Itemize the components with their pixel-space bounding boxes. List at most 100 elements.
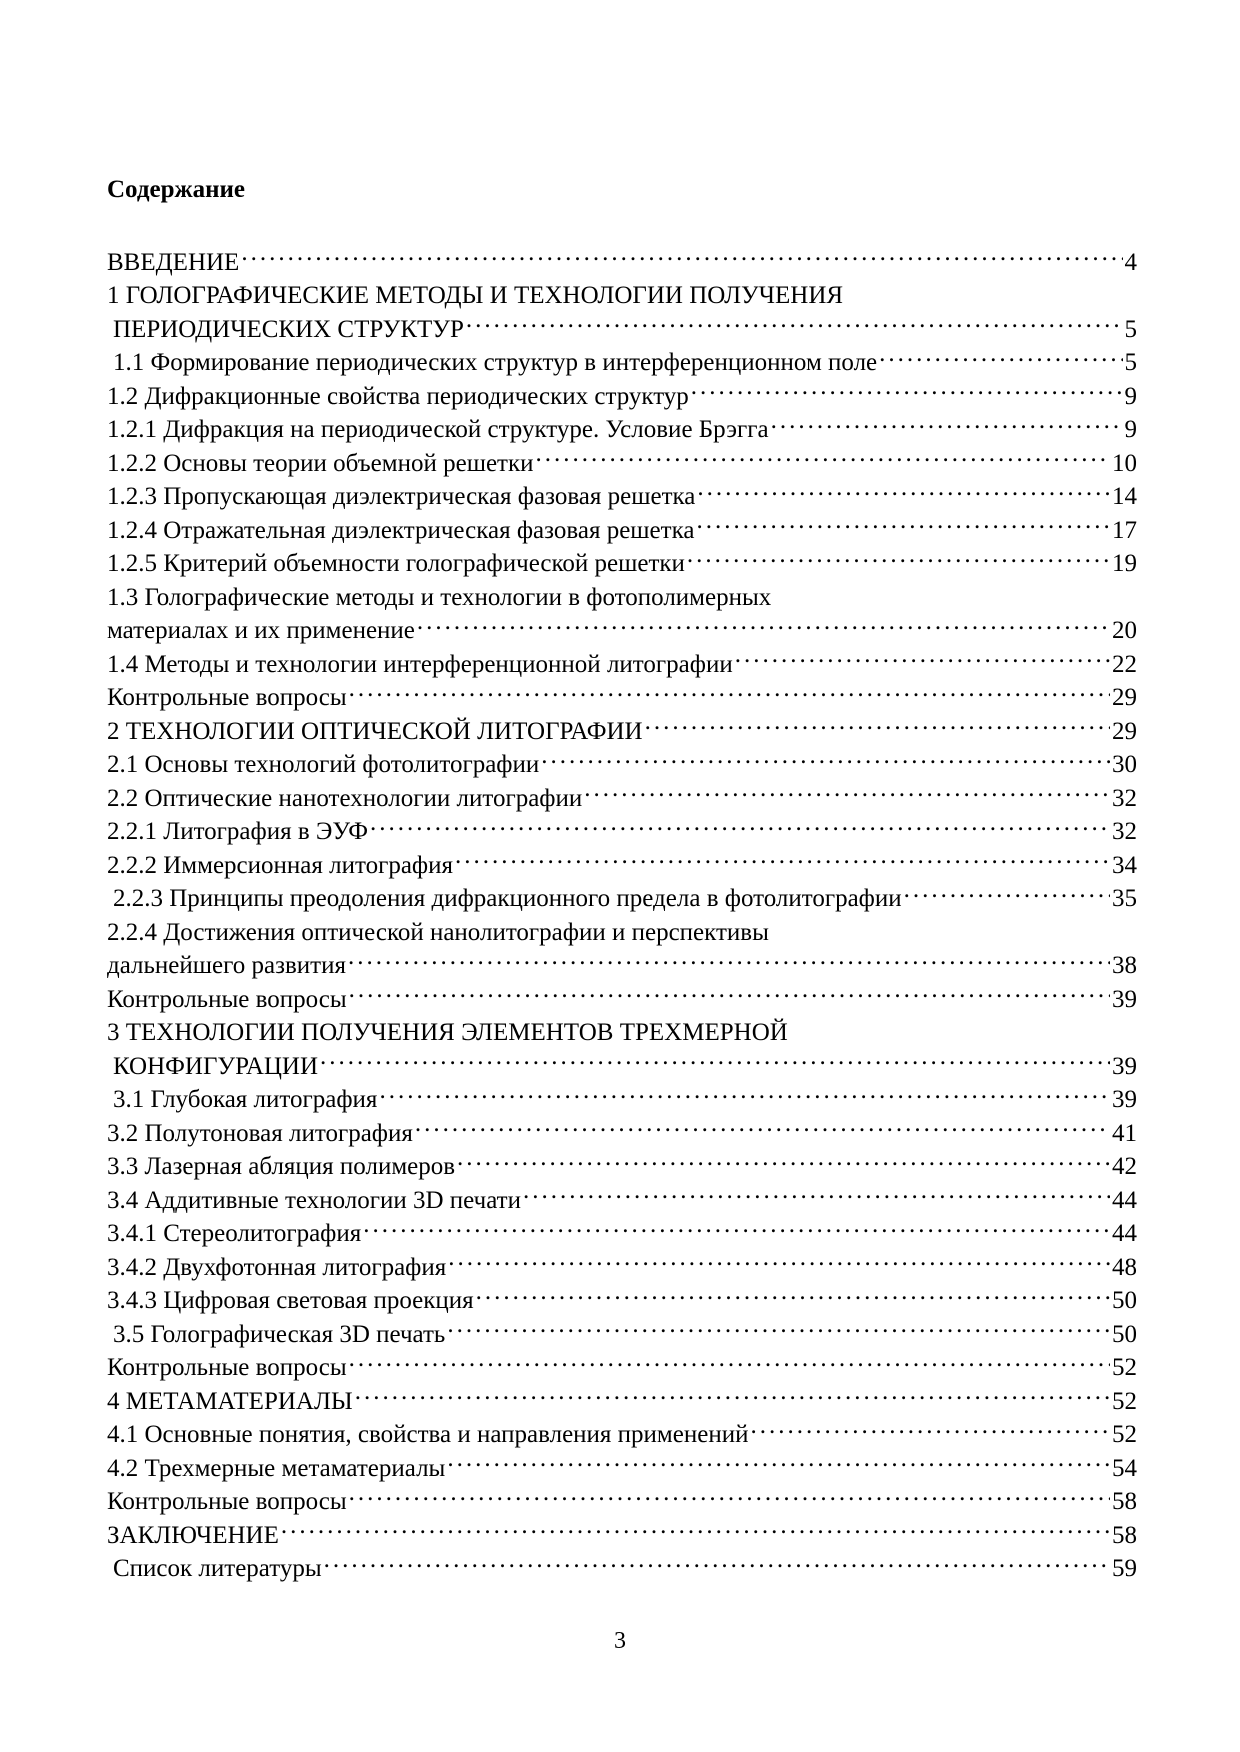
toc-entry-page: 38	[1112, 952, 1137, 979]
toc-entry[interactable]: 3.4.3 Цифровая световая проекция 50	[107, 1275, 1137, 1315]
dot-leader	[318, 1040, 1110, 1074]
dot-leader	[843, 270, 1135, 304]
toc-entry[interactable]: материалах и их применение 20	[107, 605, 1137, 645]
toc-entry[interactable]: 4.1 Основные понятия, свойства и направл…	[107, 1409, 1137, 1449]
toc-entry[interactable]: 3.1 Глубокая литография 39	[107, 1074, 1137, 1114]
toc-entry-page: 17	[1112, 516, 1137, 544]
dot-leader	[582, 772, 1110, 806]
dot-leader	[347, 1342, 1110, 1376]
dot-leader	[539, 739, 1110, 773]
toc-entry[interactable]: 1.2.3 Пропускающая диэлектрическая фазов…	[107, 471, 1137, 511]
toc-entry[interactable]: 2.2.2 Иммерсионная литография 34	[107, 839, 1137, 879]
dot-leader	[694, 504, 1110, 538]
toc-entry-page: 39	[1112, 1086, 1137, 1113]
dot-leader	[877, 337, 1122, 371]
toc-entry[interactable]: 1.4 Методы и технологии интерференционно…	[107, 638, 1137, 678]
toc-entry[interactable]: 3.4.2 Двухфотонная литография 48	[107, 1241, 1137, 1281]
dot-leader	[347, 973, 1110, 1007]
toc-entry[interactable]: 1.1 Формирование периодических структур …	[107, 337, 1137, 377]
toc-entry-title: 1.2.3 Пропускающая диэлектрическая фазов…	[107, 483, 696, 510]
toc-entry[interactable]: Контрольные вопросы58	[107, 1476, 1137, 1516]
toc-entry-page: 32	[1112, 784, 1137, 812]
dot-leader	[445, 1308, 1110, 1342]
toc-entry-title: 2.2.3 Принципы преодоления дифракционног…	[113, 885, 902, 912]
toc-entry[interactable]: 2.2.3 Принципы преодоления дифракционног…	[107, 873, 1137, 913]
toc-entry-page: 52	[1112, 1354, 1137, 1381]
toc-entry[interactable]: ЗАКЛЮЧЕНИЕ 58	[107, 1509, 1137, 1549]
toc-entry[interactable]: 2.1 Основы технологий фотолитографии 30	[107, 739, 1137, 779]
toc-entry-page: 9	[1124, 416, 1138, 443]
toc-entry[interactable]: 3.2 Полутоновая литография 41	[107, 1107, 1137, 1147]
table-of-contents: ВВЕДЕНИЕ 41 ГОЛОГРАФИЧЕСКИЕ МЕТОДЫ И ТЕХН…	[107, 236, 1138, 1583]
toc-entry-page: 29	[1112, 684, 1137, 711]
toc-entry[interactable]: 3.3 Лазерная абляция полимеров 42	[107, 1141, 1137, 1181]
dot-leader	[446, 1241, 1110, 1275]
toc-entry-page: 34	[1112, 851, 1137, 879]
toc-entry-title: 1.2.2 Основы теории объемной решетки	[107, 449, 534, 477]
toc-entry-page: 5	[1124, 349, 1138, 376]
dot-leader	[771, 571, 1135, 605]
toc-entry[interactable]: 1.2.4 Отражательная диэлектрическая фазо…	[107, 504, 1137, 544]
toc-entry[interactable]: 3.4.1 Стереолитография 44	[107, 1208, 1137, 1248]
dot-leader	[239, 236, 1122, 270]
toc-entry-title: 1.2.4 Отражательная диэлектрическая фазо…	[107, 516, 695, 544]
toc-entry-page: 9	[1124, 382, 1138, 410]
toc-entry-page: 42	[1112, 1153, 1137, 1180]
toc-entry-page: 58	[1112, 1521, 1137, 1549]
toc-entry-title: КОНФИГУРАЦИИ	[113, 1052, 319, 1080]
toc-entry[interactable]: Список литературы 59	[107, 1543, 1137, 1583]
toc-entry-title: 2.2.2 Иммерсионная литография	[107, 851, 453, 879]
toc-entry[interactable]: Контрольные вопросы 39	[107, 973, 1137, 1013]
toc-entry[interactable]: Контрольные вопросы 52	[107, 1342, 1137, 1382]
toc-entry[interactable]: 1 ГОЛОГРАФИЧЕСКИЕ МЕТОДЫ И ТЕХНОЛОГИИ ПО…	[107, 270, 1137, 309]
toc-entry[interactable]: ВВЕДЕНИЕ 4	[107, 236, 1137, 276]
toc-entry-title: 3.2 Полутоновая литография	[107, 1119, 413, 1147]
dot-leader	[643, 705, 1110, 739]
toc-heading: Содержание	[107, 176, 246, 203]
dot-leader	[788, 1007, 1135, 1041]
toc-entry-title: Контрольные вопросы	[107, 684, 347, 711]
toc-entry-title: Список литературы	[113, 1555, 322, 1582]
toc-entry[interactable]: КОНФИГУРАЦИИ 39	[107, 1040, 1137, 1080]
dot-leader	[347, 672, 1110, 706]
dot-leader	[464, 303, 1123, 337]
toc-entry-title: 3.1 Глубокая литография	[113, 1086, 378, 1113]
toc-entry-page: 35	[1112, 885, 1137, 912]
toc-entry-title: 3.4.2 Двухфотонная литография	[107, 1253, 447, 1281]
toc-entry-page: 58	[1112, 1488, 1137, 1515]
toc-entry-page: 44	[1112, 1220, 1137, 1247]
toc-entry-page: 5	[1124, 315, 1138, 343]
dot-leader	[353, 1375, 1110, 1409]
toc-entry-page: 39	[1112, 1052, 1137, 1080]
toc-entry-page: 52	[1112, 1387, 1137, 1415]
toc-entry[interactable]: 1.2 Дифракционные свойства периодических…	[107, 370, 1137, 410]
toc-entry-title: 1.2 Дифракционные свойства периодических…	[107, 382, 689, 410]
dot-leader	[453, 839, 1110, 873]
toc-entry-title: 3.4.1 Стереолитография	[107, 1220, 362, 1247]
toc-entry[interactable]: 2.2.1 Литография в ЭУФ 32	[107, 806, 1137, 846]
toc-entry[interactable]: Контрольные вопросы 29	[107, 672, 1137, 712]
dot-leader	[695, 471, 1110, 505]
dot-leader	[415, 605, 1110, 639]
toc-entry-page: 59	[1112, 1555, 1137, 1582]
toc-entry[interactable]: 3.5 Голографическая 3D печать50	[107, 1308, 1137, 1348]
toc-entry-page: 14	[1112, 483, 1137, 510]
toc-entry-title: 3.3 Лазерная абляция полимеров	[107, 1153, 456, 1180]
toc-entry[interactable]: дальнейшего развития 38	[107, 940, 1137, 980]
dot-leader	[733, 638, 1110, 672]
dot-leader	[455, 1141, 1110, 1175]
dot-leader	[347, 1476, 1110, 1510]
toc-entry[interactable]: ПЕРИОДИЧЕСКИХ СТРУКТУР 5	[107, 303, 1137, 343]
dot-leader	[534, 437, 1110, 471]
toc-entry-title: Контрольные вопросы	[107, 985, 347, 1013]
toc-entry[interactable]: 4.2 Трехмерные метаматериалы54	[107, 1442, 1137, 1482]
toc-entry[interactable]: 2.2 Оптические нанотехнологии литографии…	[107, 772, 1137, 812]
toc-entry[interactable]: 1.2.5 Критерий объемности голографическо…	[107, 538, 1137, 578]
toc-entry-page: 54	[1112, 1454, 1137, 1482]
toc-entry[interactable]: 1.2.2 Основы теории объемной решетки 10	[107, 437, 1137, 477]
toc-entry-title: ЗАКЛЮЧЕНИЕ	[107, 1521, 279, 1549]
page-number: 3	[614, 1628, 626, 1654]
toc-entry-page: 4	[1124, 248, 1138, 276]
toc-entry[interactable]: 4 МЕТАМАТЕРИАЛЫ 52	[107, 1375, 1137, 1415]
toc-entry-page: 50	[1112, 1320, 1137, 1348]
